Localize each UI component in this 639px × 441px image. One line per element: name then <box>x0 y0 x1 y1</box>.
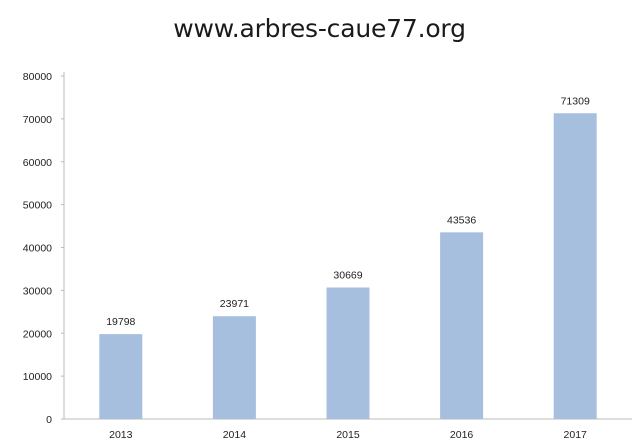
x-tick-label-2016: 2016 <box>450 429 474 441</box>
y-tick-label: 30000 <box>23 285 52 297</box>
data-label-2015: 30669 <box>333 270 362 282</box>
x-tick-label-2017: 2017 <box>564 429 588 441</box>
bar-2015 <box>326 287 370 419</box>
bar-2013 <box>99 334 143 419</box>
x-tick-label-2013: 2013 <box>109 429 133 441</box>
x-tick-label-2015: 2015 <box>336 429 360 441</box>
y-tick-label: 40000 <box>23 243 52 255</box>
y-tick-label: 80000 <box>23 71 52 83</box>
data-label-2016: 43536 <box>447 214 476 226</box>
chart-bars <box>99 113 597 419</box>
data-label-2017: 71309 <box>561 95 590 107</box>
bar-2016 <box>440 232 484 419</box>
bar-2017 <box>553 113 597 419</box>
y-tick-label: 10000 <box>23 371 52 383</box>
data-label-2014: 23971 <box>220 298 249 310</box>
x-tick-label-2014: 2014 <box>223 429 247 441</box>
y-axis-ticks: 0 10000 20000 30000 40000 50000 60000 70000 8000… <box>23 71 64 426</box>
y-tick-label: 20000 <box>23 328 52 340</box>
category-labels: 2013 2014 2015 2016 2017 <box>109 429 587 441</box>
y-tick-label: 70000 <box>23 114 52 126</box>
bar-2014 <box>212 316 256 419</box>
data-labels: 19798 23971 30669 43536 71309 <box>106 95 590 328</box>
y-tick-label: 50000 <box>23 200 52 212</box>
y-tick-label: 60000 <box>23 157 52 169</box>
data-label-2013: 19798 <box>106 316 135 328</box>
chart-title: www.arbres-caue77.org <box>173 14 466 43</box>
y-tick-label: 0 <box>46 414 52 426</box>
